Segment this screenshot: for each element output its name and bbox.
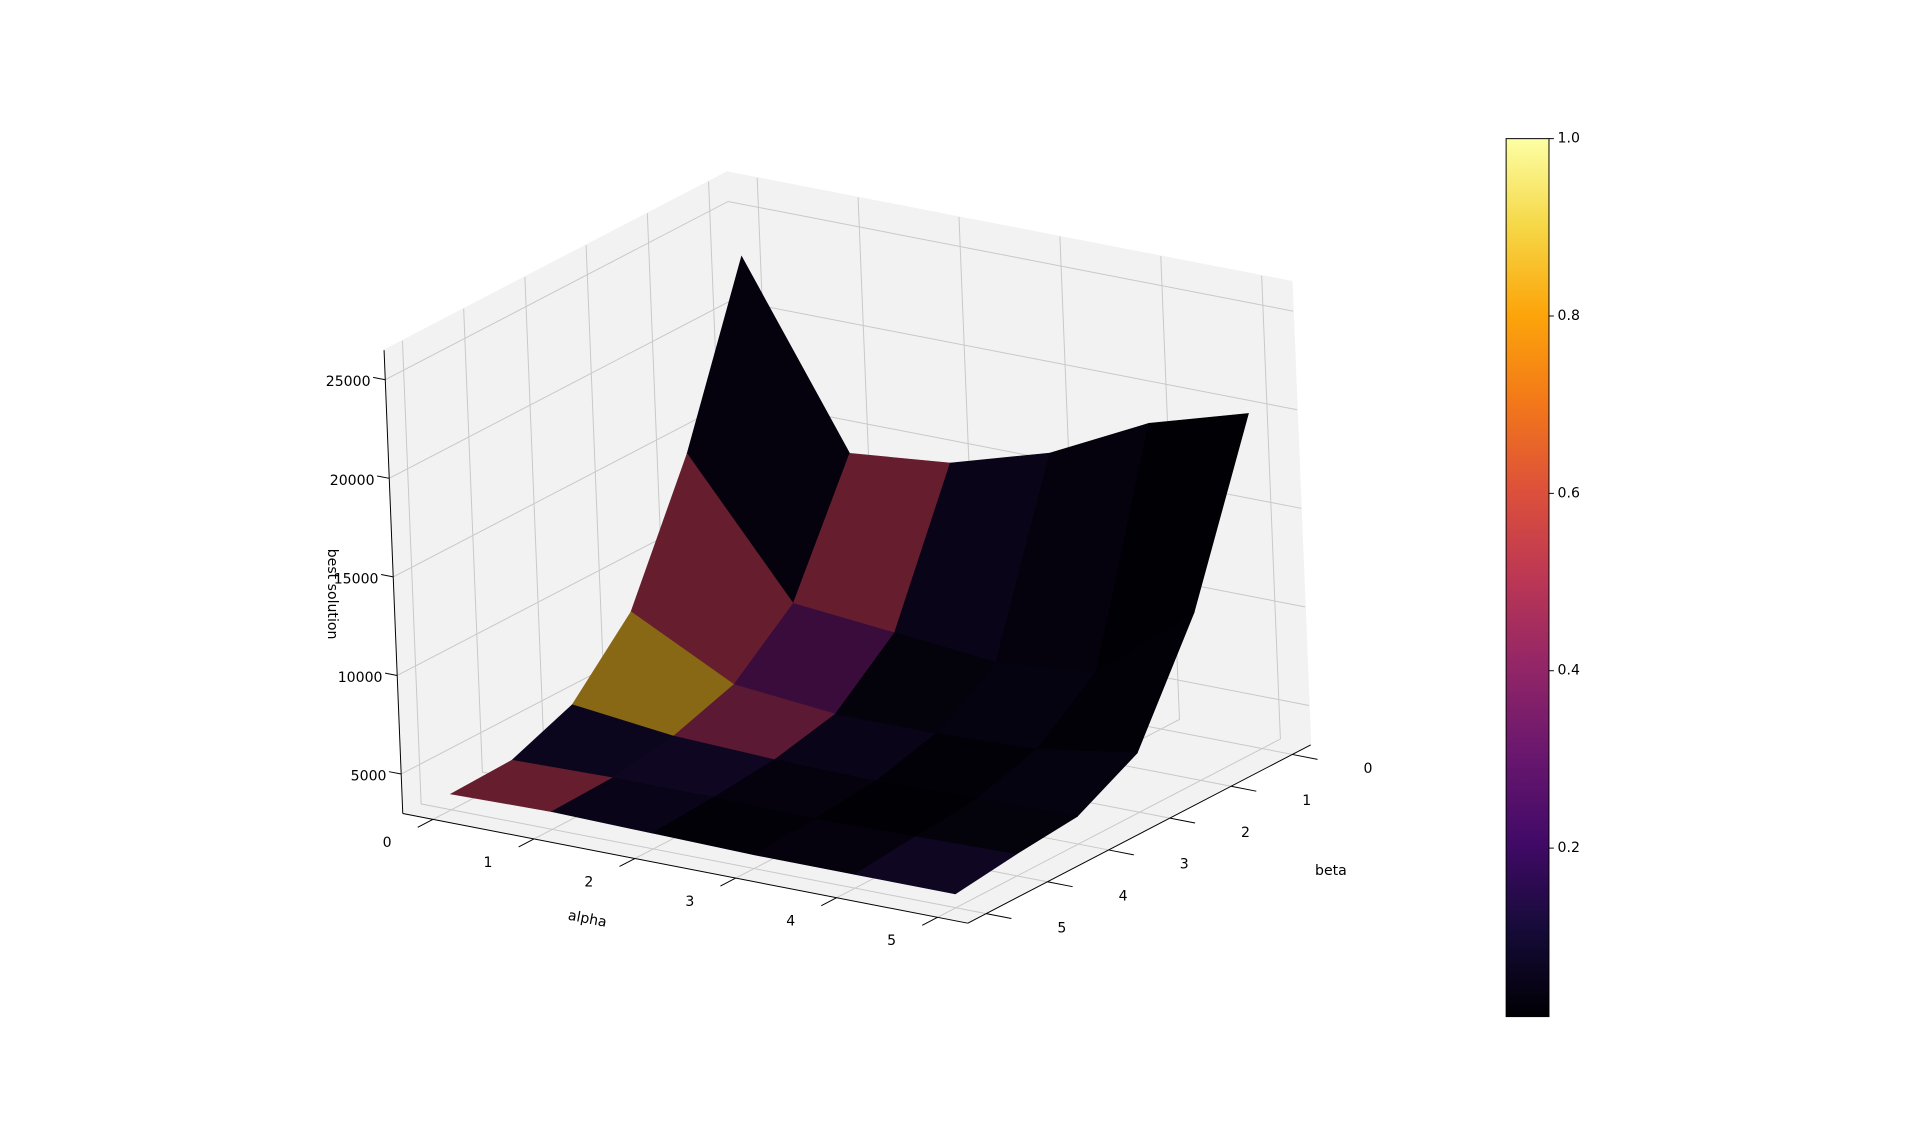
colorbar-scale xyxy=(1505,138,1550,1018)
x-axis-label: alpha xyxy=(567,908,608,931)
x-tick-label: 4 xyxy=(786,914,795,930)
z-tick-label: 5000 xyxy=(351,768,387,784)
colorbar-tick-label: 0.2 xyxy=(1558,840,1580,856)
tick-mark xyxy=(377,475,390,479)
axes: 0 1 2 3 4 5 0 1 2 3 4 5 5000 10000 15000 20000 25000 alph… xyxy=(324,350,1372,949)
tick-mark xyxy=(1047,881,1073,888)
y-tick-label: 4 xyxy=(1119,888,1128,904)
z-axis-label: best solution xyxy=(324,549,340,640)
surface xyxy=(449,255,1249,895)
tick-mark xyxy=(821,897,837,907)
tick-mark xyxy=(921,916,938,926)
tick-mark xyxy=(1292,753,1318,760)
colorbar: 0.2 0.4 0.6 0.8 1.0 xyxy=(1505,131,1580,1018)
colorbar-tick-label: 0.4 xyxy=(1558,663,1580,679)
tick-mark xyxy=(720,877,736,887)
x-tick-label: 2 xyxy=(584,874,593,890)
tick-mark xyxy=(619,858,636,867)
x-tick-label: 3 xyxy=(685,894,694,910)
tick-mark xyxy=(1230,785,1257,792)
y-tick-label: 5 xyxy=(1057,920,1066,936)
grid-line xyxy=(385,200,1294,381)
y-tick-label: 1 xyxy=(1302,793,1311,809)
tick-mark xyxy=(384,672,398,676)
colorbar-tick-label: 1.0 xyxy=(1558,131,1580,147)
tick-mark xyxy=(1108,849,1134,856)
tick-mark xyxy=(986,913,1012,920)
tick-mark xyxy=(1169,817,1196,824)
z-tick-label: 25000 xyxy=(326,374,371,390)
x-tick-label: 1 xyxy=(484,855,493,871)
z-tick-label: 20000 xyxy=(330,473,375,489)
tick-mark xyxy=(518,838,535,848)
axis-line xyxy=(967,744,1311,924)
tick-mark xyxy=(373,376,386,381)
z-tick-label: 10000 xyxy=(338,670,383,686)
grid-line xyxy=(401,340,987,915)
x-tick-label: 0 xyxy=(383,835,392,851)
grid-line xyxy=(937,275,1281,918)
y-tick-label: 3 xyxy=(1180,857,1189,873)
y-tick-label: 0 xyxy=(1363,761,1372,777)
y-tick-label: 2 xyxy=(1241,825,1250,841)
colorbar-tick-label: 0.8 xyxy=(1558,308,1580,324)
tick-mark xyxy=(417,818,434,828)
y-axis-label: beta xyxy=(1315,863,1347,879)
axis-line xyxy=(383,350,404,814)
x-tick-label: 5 xyxy=(887,933,896,949)
axis-line xyxy=(402,812,968,924)
colorbar-tick-label: 0.6 xyxy=(1558,485,1580,501)
tick-mark xyxy=(388,771,402,775)
z-tick-label: 15000 xyxy=(334,571,379,587)
tick-mark xyxy=(381,574,394,578)
surface-face xyxy=(853,836,1018,895)
